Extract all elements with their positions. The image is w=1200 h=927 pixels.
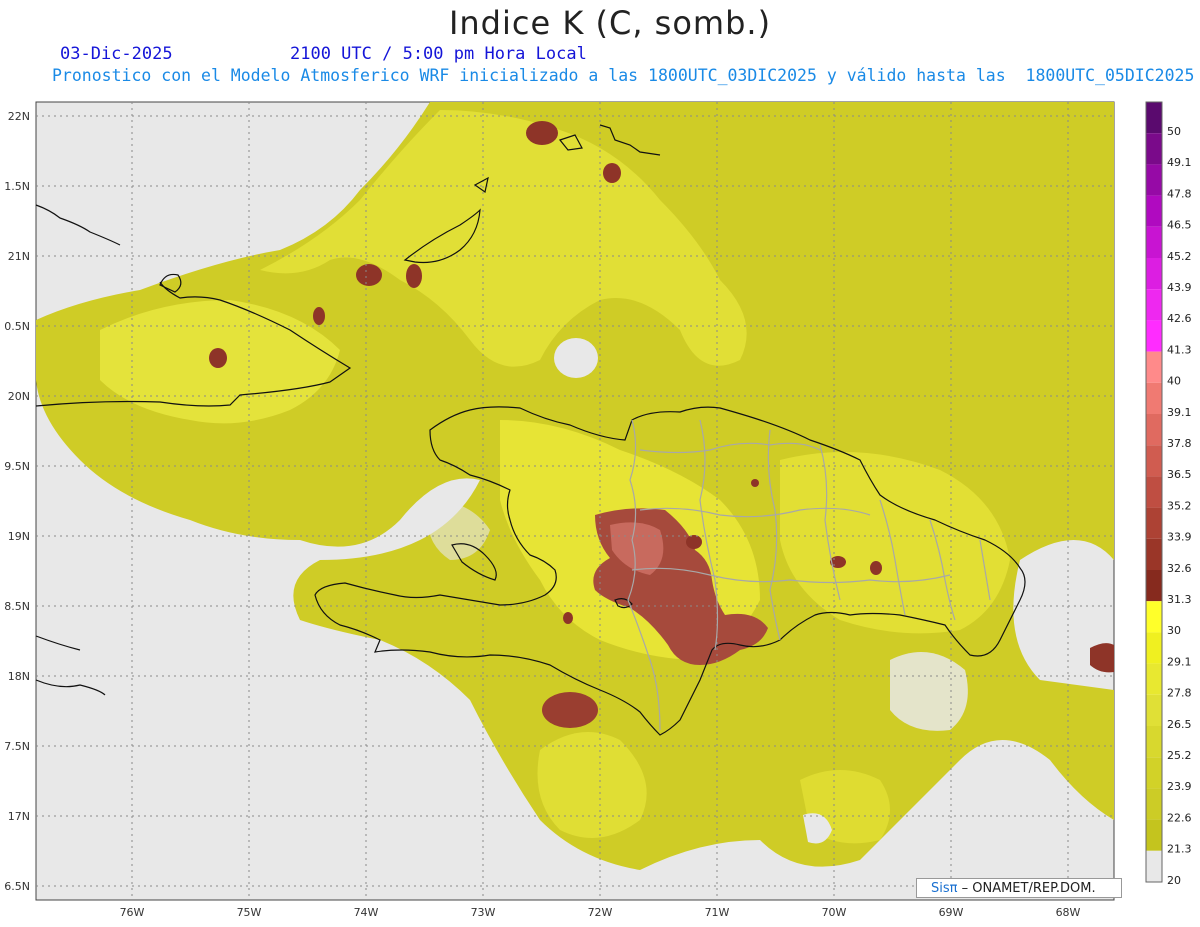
lat-label: 22N bbox=[8, 110, 30, 123]
colorbar-swatch bbox=[1146, 258, 1162, 290]
colorbar-swatch bbox=[1146, 102, 1162, 134]
colorbar-frame bbox=[1145, 101, 1163, 883]
colorbar-swatch bbox=[1146, 445, 1162, 477]
graticule bbox=[36, 102, 1114, 900]
credit-box: Sisπ – ONAMET/REP.DOM. bbox=[916, 878, 1122, 898]
colorbar-label: 41.3 bbox=[1167, 343, 1192, 356]
colorbar-label: 42.6 bbox=[1167, 312, 1192, 325]
colorbar-swatch bbox=[1146, 538, 1162, 570]
lat-label: 21N bbox=[8, 250, 30, 263]
colorbar-swatch bbox=[1146, 663, 1162, 695]
colorbar-label: 21.3 bbox=[1167, 843, 1192, 856]
colorbar-label: 26.5 bbox=[1167, 718, 1192, 731]
colorbar-label: 27.8 bbox=[1167, 687, 1192, 700]
lat-label: 18N bbox=[8, 670, 30, 683]
colorbar-label: 22.6 bbox=[1167, 811, 1192, 824]
colorbar-swatch bbox=[1146, 632, 1162, 664]
colorbar-label: 20 bbox=[1167, 874, 1181, 887]
colorbar-swatch bbox=[1146, 382, 1162, 414]
lat-label: 19N bbox=[8, 530, 30, 543]
lon-label: 69W bbox=[939, 906, 964, 919]
map-title: Indice K (C, somb.) bbox=[448, 4, 772, 42]
colorbar-label: 35.2 bbox=[1167, 499, 1192, 512]
longitude-labels: 76W 75W 74W 73W 72W 71W 70W 69W 68W bbox=[120, 906, 1081, 919]
lat-label: 8.5N bbox=[4, 600, 30, 613]
credit-text: – ONAMET/REP.DOM. bbox=[957, 881, 1096, 896]
colorbar-label: 45.2 bbox=[1167, 250, 1192, 263]
lon-label: 72W bbox=[588, 906, 613, 919]
lon-label: 73W bbox=[471, 906, 496, 919]
colorbar-label: 25.2 bbox=[1167, 749, 1192, 762]
lon-label: 76W bbox=[120, 906, 145, 919]
colorbar-swatch bbox=[1146, 226, 1162, 258]
colorbar: 50 49.1 47.8 46.5 45.2 43.9 42.6 41.3 40 39.1 37.8… bbox=[1145, 101, 1192, 887]
lon-label: 74W bbox=[354, 906, 379, 919]
lon-label: 71W bbox=[705, 906, 730, 919]
colorbar-swatch bbox=[1146, 289, 1162, 321]
colorbar-swatch bbox=[1146, 195, 1162, 227]
colorbar-label: 47.8 bbox=[1167, 187, 1192, 200]
colorbar-label: 40 bbox=[1167, 375, 1181, 388]
colorbar-swatch bbox=[1146, 164, 1162, 196]
colorbar-swatch bbox=[1146, 726, 1162, 758]
colorbar-swatch bbox=[1146, 476, 1162, 508]
lat-label: 1.5N bbox=[4, 180, 30, 193]
colorbar-swatch bbox=[1146, 850, 1162, 882]
colorbar-label: 31.3 bbox=[1167, 593, 1192, 606]
colorbar-label: 23.9 bbox=[1167, 780, 1192, 793]
valid-time: 2100 UTC / 5:00 pm Hora Local bbox=[290, 44, 587, 64]
colorbar-swatch bbox=[1146, 819, 1162, 851]
colorbar-label: 36.5 bbox=[1167, 468, 1192, 481]
lat-label: 6.5N bbox=[4, 880, 30, 893]
lat-label: 0.5N bbox=[4, 320, 30, 333]
forecast-date: 03-Dic-2025 bbox=[60, 44, 173, 64]
colorbar-label: 49.1 bbox=[1167, 156, 1192, 169]
colorbar-swatch bbox=[1146, 133, 1162, 165]
lat-label: 7.5N bbox=[4, 740, 30, 753]
colorbar-swatch bbox=[1146, 694, 1162, 726]
colorbar-swatch bbox=[1146, 757, 1162, 789]
sispi-logo: Sisπ bbox=[931, 881, 958, 896]
lat-label: 9.5N bbox=[4, 460, 30, 473]
lon-label: 70W bbox=[822, 906, 847, 919]
coastlines bbox=[35, 124, 1026, 736]
colorbar-label: 32.6 bbox=[1167, 562, 1192, 575]
latitude-labels: 22N 1.5N 21N 0.5N 20N 9.5N 19N 8.5N 18N … bbox=[4, 110, 30, 893]
colorbar-swatch bbox=[1146, 351, 1162, 383]
lat-label: 17N bbox=[8, 810, 30, 823]
colorbar-label: 50 bbox=[1167, 125, 1181, 138]
colorbar-swatch bbox=[1146, 601, 1162, 633]
colorbar-swatch bbox=[1146, 570, 1162, 602]
colorbar-label: 33.9 bbox=[1167, 531, 1192, 544]
colorbar-label: 37.8 bbox=[1167, 437, 1192, 450]
colorbar-label: 46.5 bbox=[1167, 219, 1192, 232]
colorbar-swatch bbox=[1146, 788, 1162, 820]
colorbar-label: 43.9 bbox=[1167, 281, 1192, 294]
colorbar-label: 30 bbox=[1167, 624, 1181, 637]
admin-borders bbox=[627, 419, 991, 731]
lat-label: 20N bbox=[8, 390, 30, 403]
colorbar-swatch bbox=[1146, 320, 1162, 352]
model-description: Pronostico con el Modelo Atmosferico WRF… bbox=[52, 66, 1195, 85]
lon-label: 75W bbox=[237, 906, 262, 919]
colorbar-label: 29.1 bbox=[1167, 655, 1192, 668]
colorbar-label: 39.1 bbox=[1167, 406, 1192, 419]
colorbar-swatch bbox=[1146, 414, 1162, 446]
colorbar-swatch bbox=[1146, 507, 1162, 539]
lon-label: 68W bbox=[1056, 906, 1081, 919]
